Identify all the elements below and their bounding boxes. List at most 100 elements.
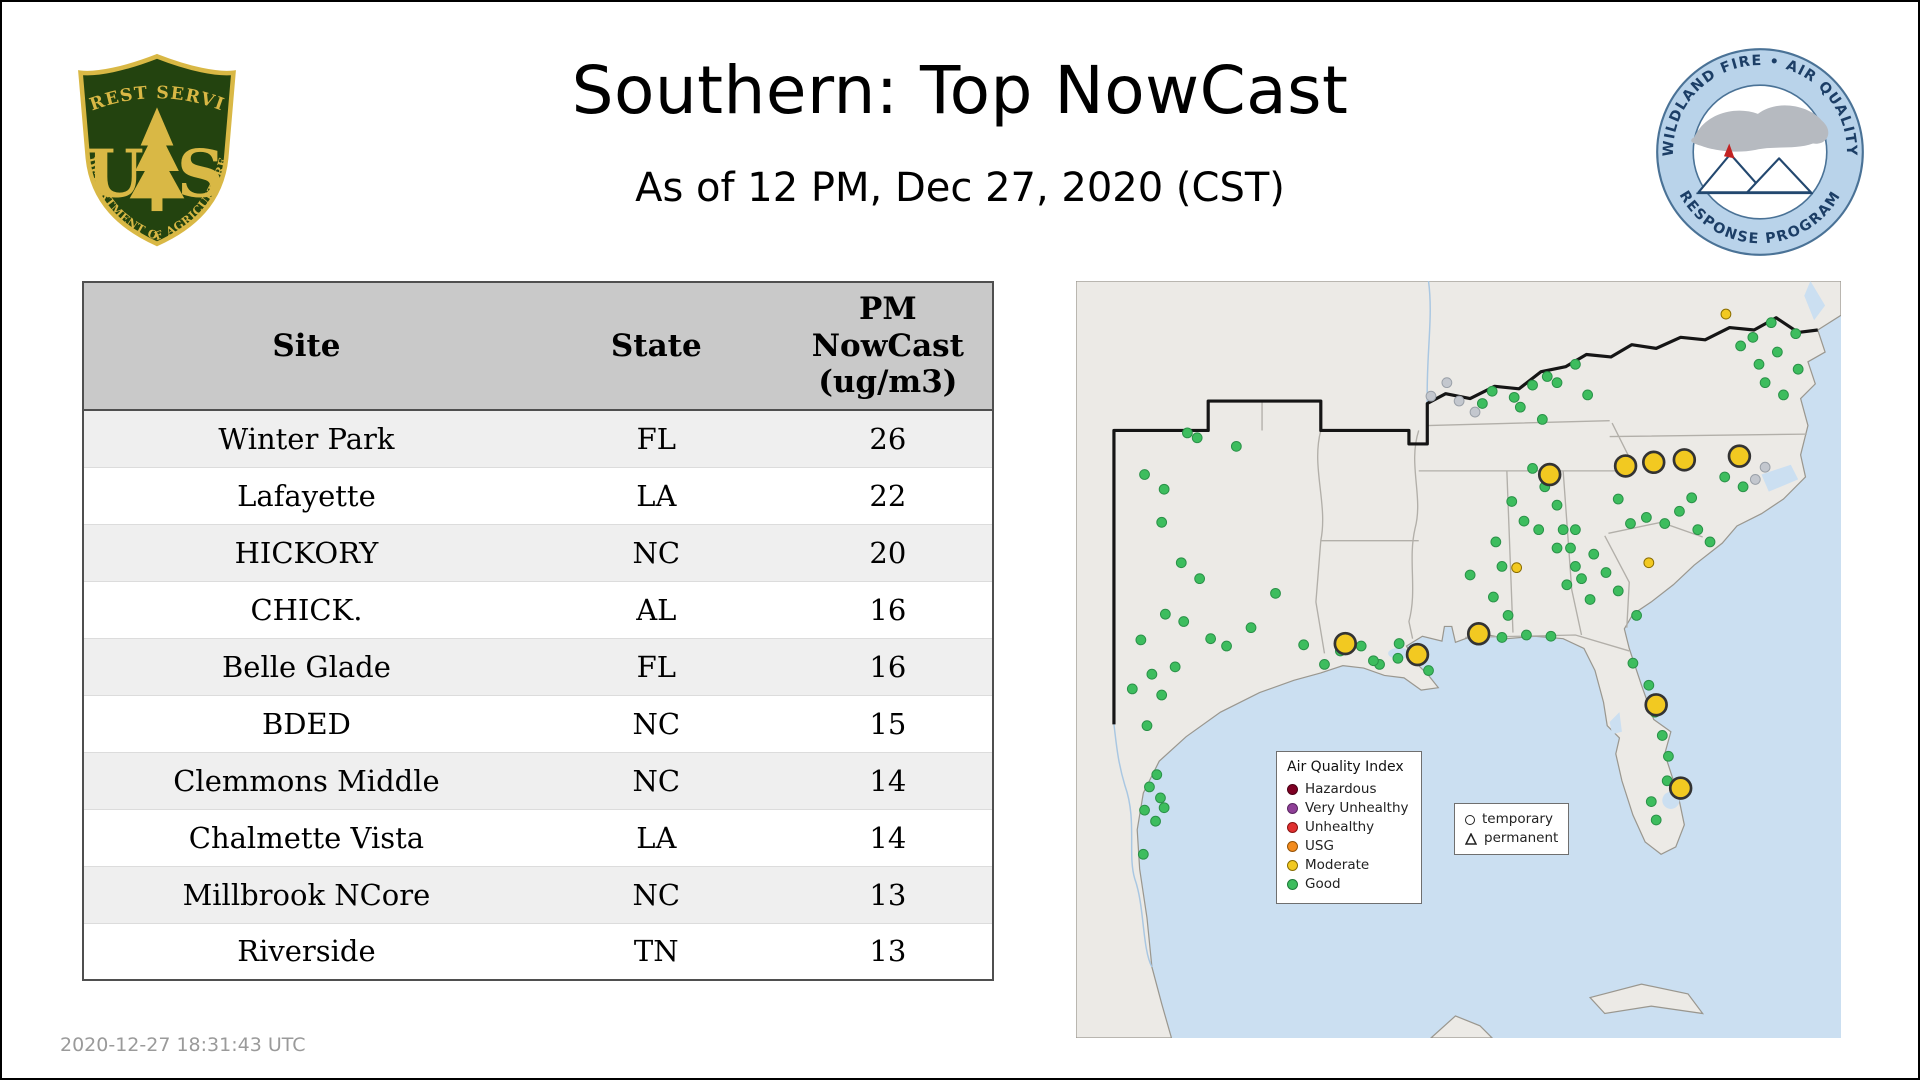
state-cell: FL [636,421,676,456]
temporary-label: temporary [1482,811,1553,827]
site-dot-good [1759,377,1771,389]
site-dot-moderate-large [1466,622,1491,646]
page-subtitle: As of 12 PM, Dec 27, 2020 (CST) [635,165,1285,211]
site-dot-good [1551,499,1563,511]
site-dot-good [1245,622,1257,634]
shield-letter-u: U [87,136,144,213]
legend-label: USG [1305,838,1334,854]
value-cell: 14 [869,820,907,855]
site-dot-good [1155,792,1166,804]
site-dot-good [1126,683,1138,695]
site-dot-good [1158,483,1170,495]
site-cell: Chalmette Vista [188,820,425,855]
state-cell: FL [636,649,676,684]
site-dot-good [1663,750,1674,762]
site-dot-good [1631,610,1642,621]
site-dot-good [1144,781,1155,793]
site-dot-good [1150,815,1161,827]
site-dot-good [1612,585,1624,597]
table-row: BDED NC 15 [83,695,993,752]
site-dot-good [1570,524,1581,536]
generated-timestamp: 2020-12-27 18:31:43 UTC [60,1034,306,1056]
state-cell: AL [636,592,677,627]
forest-service-logo: FOREST SERVICE DEPARTMENT OF AGRICULTURE… [66,42,248,260]
site-dot-good [1156,516,1168,528]
state-cell: NC [632,706,681,741]
site-cell: HICKORY [234,535,379,570]
column-header-pm-nowcast: PM NowCast (ug/m3) [783,282,993,411]
site-dot-good [1392,652,1404,664]
aqi-legend-item: Good [1287,875,1409,894]
site-dot-good [1778,389,1789,401]
mountains-icon [1697,153,1812,194]
site-dot-good [1674,505,1685,517]
site-dot-moderate-large [1613,454,1638,478]
site-dot-moderate [1643,557,1655,569]
site-dot-good [1191,432,1203,444]
site-dot-good [1576,573,1587,585]
site-dot-good [1565,542,1576,554]
site-cell: BDED [261,706,351,741]
site-dot-good [1625,518,1636,529]
value-cell: 14 [869,763,907,798]
site-dot-good [1205,633,1217,645]
site-dot-moderate-large [1727,444,1752,468]
site-dot-good [1298,639,1310,651]
pine-tree-icon [129,107,185,212]
aqi-legend-item: Unhealthy [1287,818,1409,837]
aqi-map: Air Quality Index Hazardous Very Unhealth… [1076,281,1841,1038]
site-dot-good [1557,524,1569,536]
site-dot-good [1737,481,1749,493]
smoke-plume-icon [1691,105,1829,152]
site-dot-good [1656,730,1668,741]
site-cell: CHICK. [250,592,363,627]
forest-service-shield-icon: FOREST SERVICE DEPARTMENT OF AGRICULTURE… [66,42,236,247]
site-dot-good [1139,469,1150,480]
shield-letter-s: S [177,136,224,213]
site-dot-good [1570,358,1581,370]
site-dot-good [1159,608,1171,620]
site-dot-inactive [1453,395,1465,407]
site-dot-inactive [1759,461,1771,473]
flame-icon [1723,143,1735,159]
value-cell: 15 [869,706,907,741]
legend-swatch-usg [1287,841,1298,852]
site-cell: Winter Park [218,421,395,456]
aqi-legend-title: Air Quality Index [1287,759,1404,775]
site-dot-moderate-large [1537,462,1562,487]
state-borders [1261,401,1807,654]
site-dot-good [1518,515,1530,527]
aqi-legend-item: Moderate [1287,856,1409,875]
site-dot-moderate [1720,308,1732,320]
site-dot-good [1704,536,1716,548]
permanent-label: permanent [1484,830,1559,846]
table-row: Lafayette LA 22 [83,467,993,524]
top-nowcast-table: Site State PM NowCast (ug/m3) Winter Par… [82,281,994,981]
type-legend-row-temporary: temporary [1465,810,1558,829]
table-row: Belle Glade FL 16 [83,638,993,695]
site-dot-good [1139,804,1150,816]
site-dot-good [1582,389,1594,401]
site-dot-moderate-large [1405,642,1430,667]
site-dot-good [1393,638,1405,649]
site-dot-good [1496,632,1508,643]
site-cell: Belle Glade [222,649,391,684]
site-dot-good [1533,524,1545,536]
site-dot-good [1792,363,1804,375]
aqi-legend-item: Very Unhealthy [1287,799,1409,818]
state-cell: NC [632,877,681,912]
region-boundary [1112,316,1818,725]
basemap-svg [1076,281,1841,1038]
wildland-fire-air-quality-logo: WILDLAND FIRE • AIR QUALITY RESPONSE PRO… [1654,46,1866,258]
site-dot-good [1765,317,1777,329]
site-dot-good [1527,379,1538,391]
rivers [1113,281,1431,968]
logo-inner-circle [1692,84,1828,220]
site-dot-good [1476,398,1488,409]
site-dot-good [1146,668,1158,680]
site-dot-moderate-large [1668,776,1693,800]
site-dot-inactive [1425,390,1437,402]
wfaqrp-logo-icon: WILDLAND FIRE • AIR QUALITY RESPONSE PRO… [1656,48,1864,256]
site-dot-good [1151,769,1163,781]
site-dot-good [1645,796,1657,807]
